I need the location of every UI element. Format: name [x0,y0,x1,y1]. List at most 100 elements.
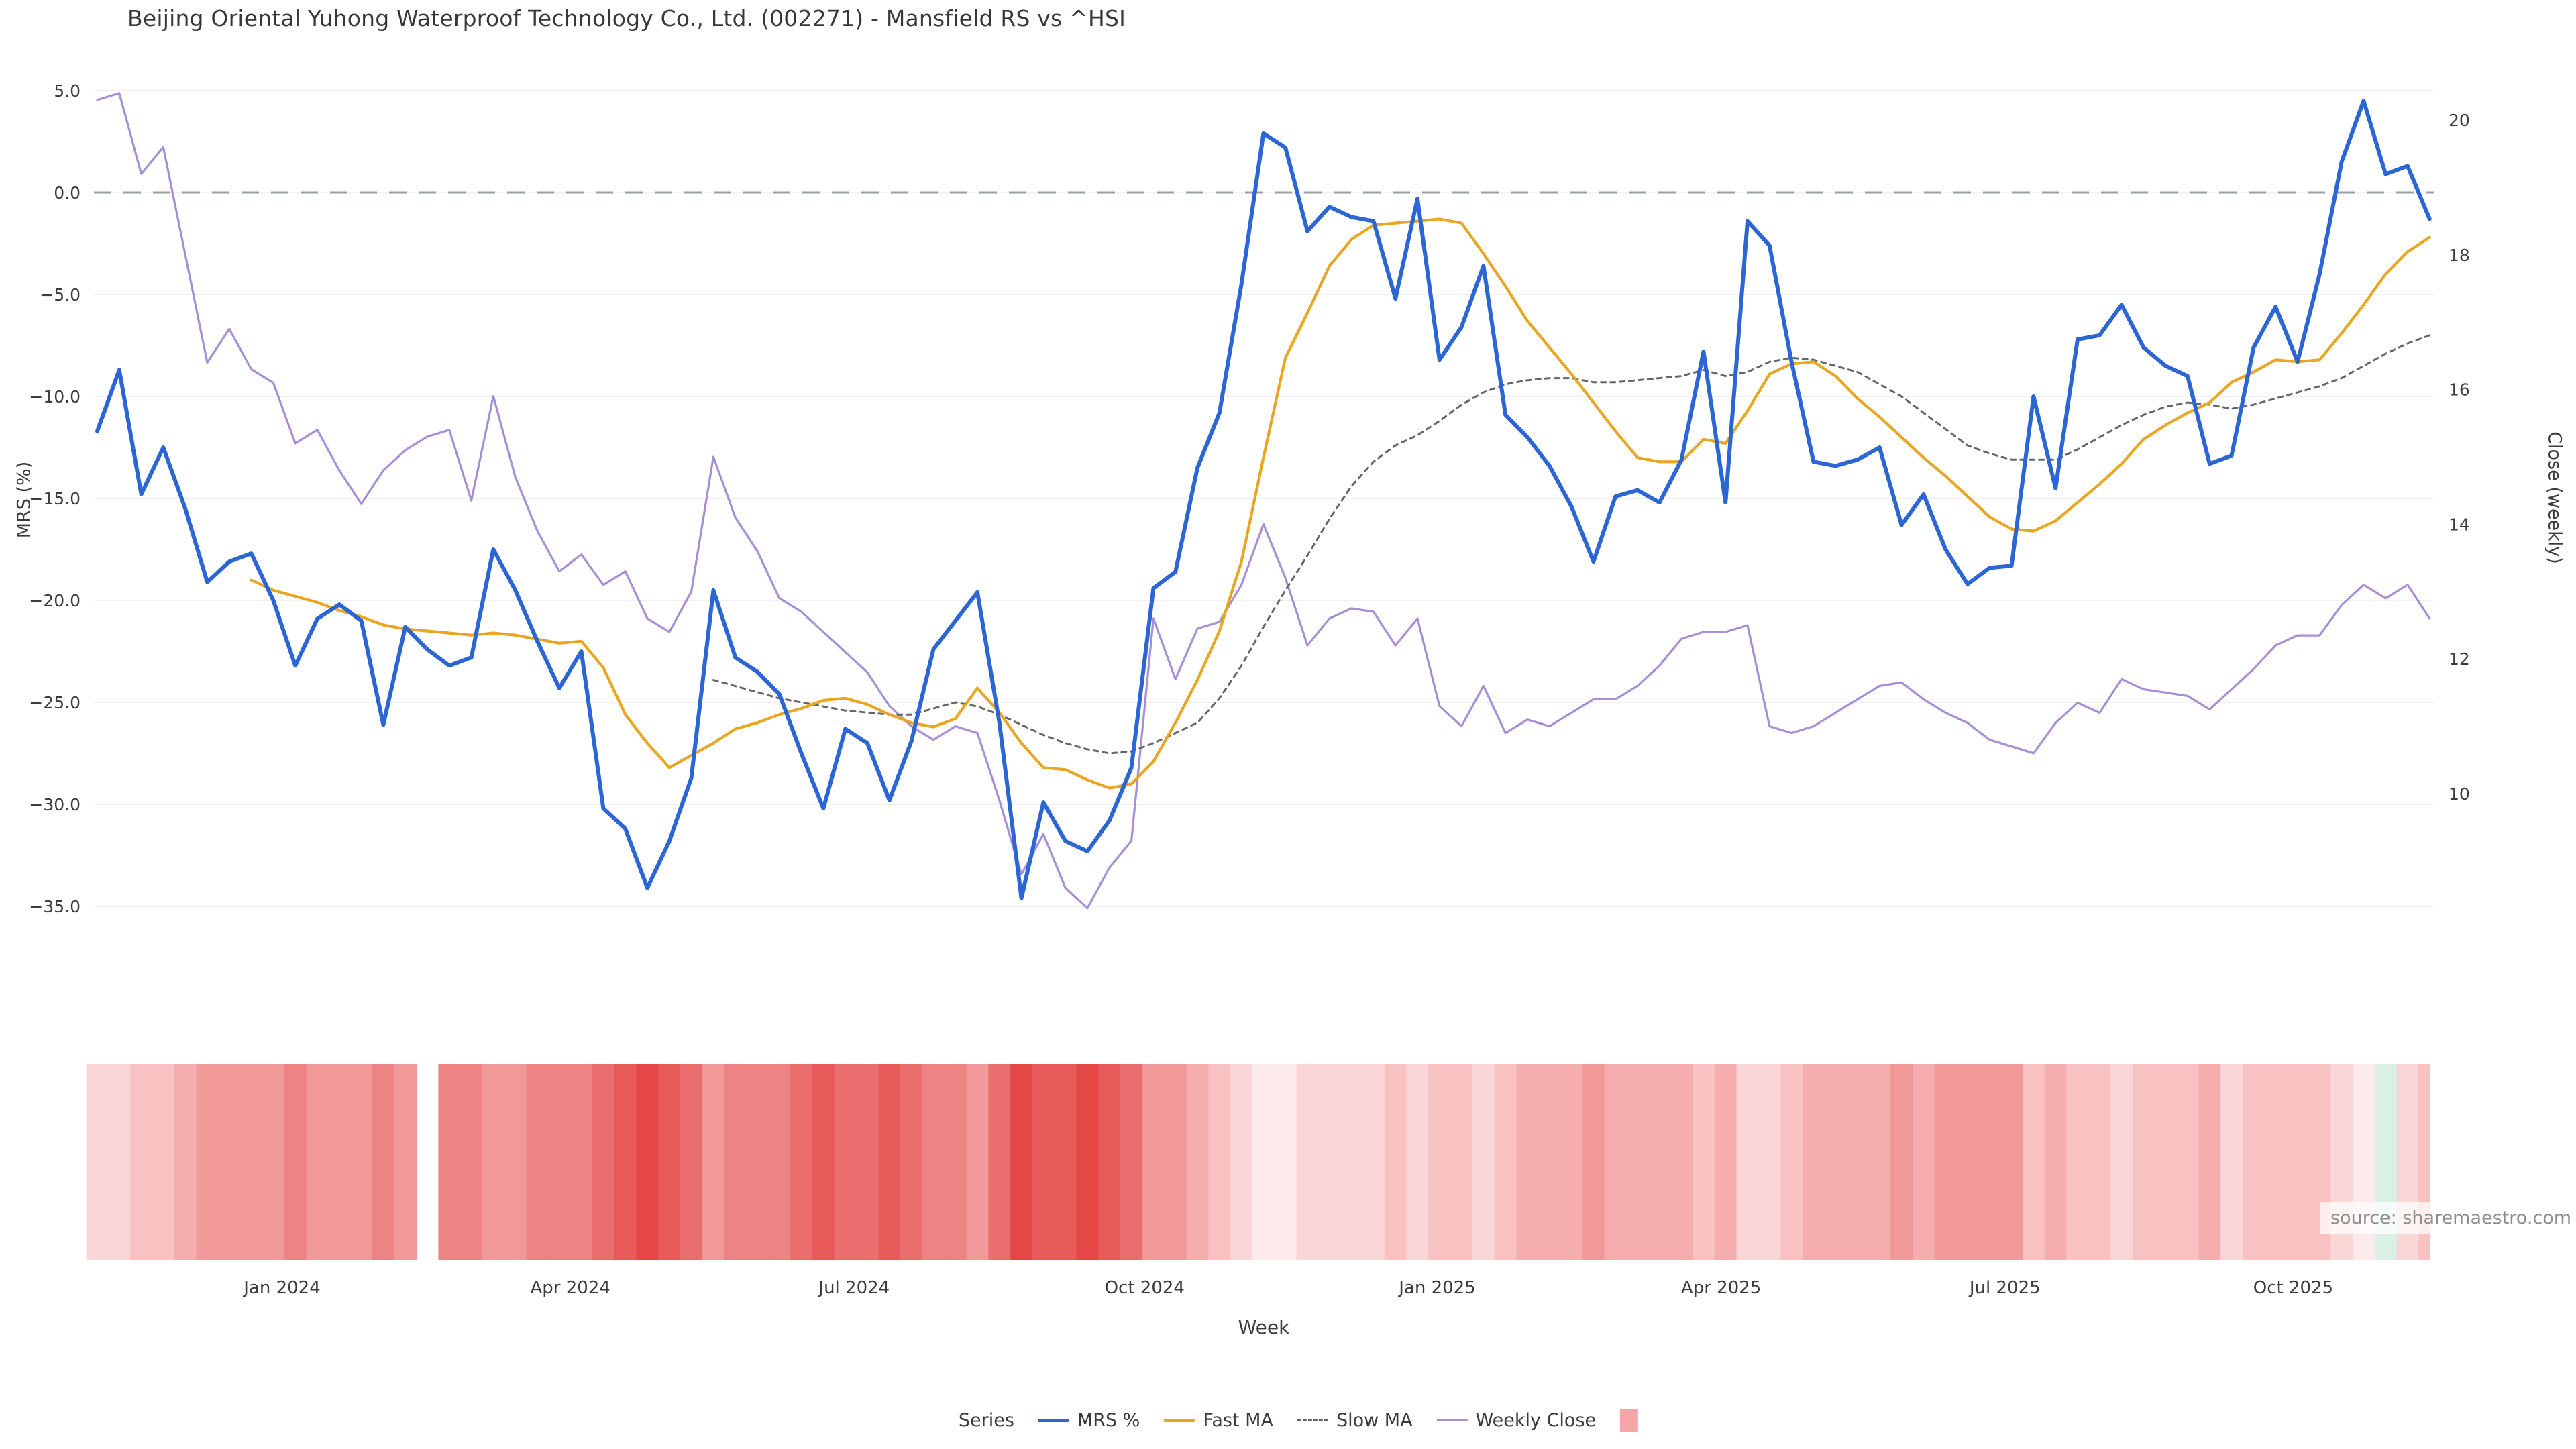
heat-cell [526,1064,549,1260]
heat-cell [460,1064,483,1260]
legend-item-label: Slow MA [1336,1409,1413,1431]
heat-cell [1362,1064,1385,1260]
heat-cell [2110,1064,2133,1260]
y-right-tick-label: 16 [2449,380,2470,400]
heat-cell [1824,1064,1847,1260]
legend-item-label: Fast MA [1203,1409,1273,1431]
legend-item-mrs[interactable]: MRS % [1038,1410,1140,1431]
y-left-tick-label: −35.0 [29,897,80,916]
heat-cell [2220,1064,2243,1260]
heat-cell [1494,1064,1517,1260]
heat-cell [2066,1064,2090,1260]
legend-item-weekly-close[interactable]: Weekly Close [1436,1410,1596,1431]
heat-cell [1076,1064,1099,1260]
y-left-tick-label: 5.0 [54,81,80,101]
heat-cell [1670,1064,1693,1260]
weekly-close-line-swatch [1436,1419,1468,1421]
mrs-line-swatch [1038,1418,1069,1422]
heat-cell [1978,1064,2002,1260]
heat-cell [856,1064,879,1260]
heat-cell [724,1064,747,1260]
fast-ma-line [250,217,2431,790]
legend-item-slow-ma[interactable]: Slow MA [1297,1410,1413,1431]
x-tick-label: Oct 2024 [1105,1278,1185,1298]
heat-cell [262,1064,285,1260]
x-tick-label: Apr 2024 [530,1278,610,1298]
y-right-tick-label: 18 [2449,246,2470,265]
x-tick-label: Apr 2025 [1681,1278,1761,1298]
y-axis-right-title: Close (weekly) [2544,431,2565,564]
heat-cell [878,1064,902,1260]
heat-cell [1913,1064,1935,1260]
heat-cell [218,1064,241,1260]
heat-cell [2243,1064,2265,1260]
heat-cell [746,1064,769,1260]
weekly-close-line [96,92,2431,910]
heat-cell [1693,1064,1715,1260]
heat-cell [174,1064,197,1260]
heat-cell [1450,1064,1473,1260]
heat-cell [1582,1064,1605,1260]
heat-cell [1516,1064,1540,1260]
x-tick-label: Jul 2025 [1968,1278,2041,1298]
heat-cell [966,1064,989,1260]
heat-cell [834,1064,857,1260]
heat-cell [1714,1064,1737,1260]
heat-cell [2000,1064,2023,1260]
heat-cell [2133,1064,2155,1260]
y-left-tick-label: −10.0 [29,387,80,407]
heat-cell [130,1064,153,1260]
chart-title: Beijing Oriental Yuhong Waterproof Techn… [127,5,1126,32]
heat-cell [438,1064,462,1260]
heat-cell [1890,1064,1913,1260]
heat-cell [504,1064,527,1260]
heat-cell [306,1064,329,1260]
heat-cell [2154,1064,2178,1260]
heat-cell [2023,1064,2045,1260]
heat-cell [1054,1064,1077,1260]
heat-cell [108,1064,131,1260]
legend-item-fast-ma[interactable]: Fast MA [1164,1410,1273,1431]
heat-cell [922,1064,945,1260]
heat-cell [1120,1064,1143,1260]
heat-cell [592,1064,615,1260]
heat-strip [86,1064,2430,1260]
y-left-tick-label: −15.0 [29,489,80,508]
heat-cell [1472,1064,1495,1260]
y-right-tick-label: 20 [2449,111,2470,130]
heat-cell [240,1064,263,1260]
heat-cell [1428,1064,1452,1260]
heat-cell [350,1064,373,1260]
heat-cell [1956,1064,1980,1260]
heat-cell [1758,1064,1782,1260]
heat-cell [86,1064,109,1260]
y-right-tick-label: 12 [2449,649,2470,669]
heat-cell [1560,1064,1583,1260]
heat-cell [1186,1064,1210,1260]
heat-cell [1648,1064,1672,1260]
y-left-tick-label: −25.0 [29,693,80,712]
heat-cell [658,1064,682,1260]
slow-ma-line-swatch [1297,1419,1328,1421]
x-tick-label: Jan 2025 [1397,1278,1476,1298]
heat-cell [1803,1064,1825,1260]
legend: Series MRS % Fast MA Slow MA Weekly Clos… [959,1409,1638,1432]
heat-cell [1032,1064,1055,1260]
heat-cell [790,1064,813,1260]
heat-cell [394,1064,417,1260]
heat-cell [1538,1064,1562,1260]
heat-cell [372,1064,395,1260]
heat-cell [284,1064,307,1260]
heat-cell [1274,1064,1297,1260]
heatmap-legend-swatch[interactable] [1620,1409,1638,1432]
heat-cell [1164,1064,1187,1260]
y-left-tick-label: 0.0 [54,183,80,203]
heat-cell [1736,1064,1760,1260]
heat-cell [152,1064,175,1260]
heat-cell [1604,1064,1627,1260]
legend-title: Series [958,1409,1014,1431]
heat-cell [900,1064,923,1260]
heat-cell [1230,1064,1253,1260]
